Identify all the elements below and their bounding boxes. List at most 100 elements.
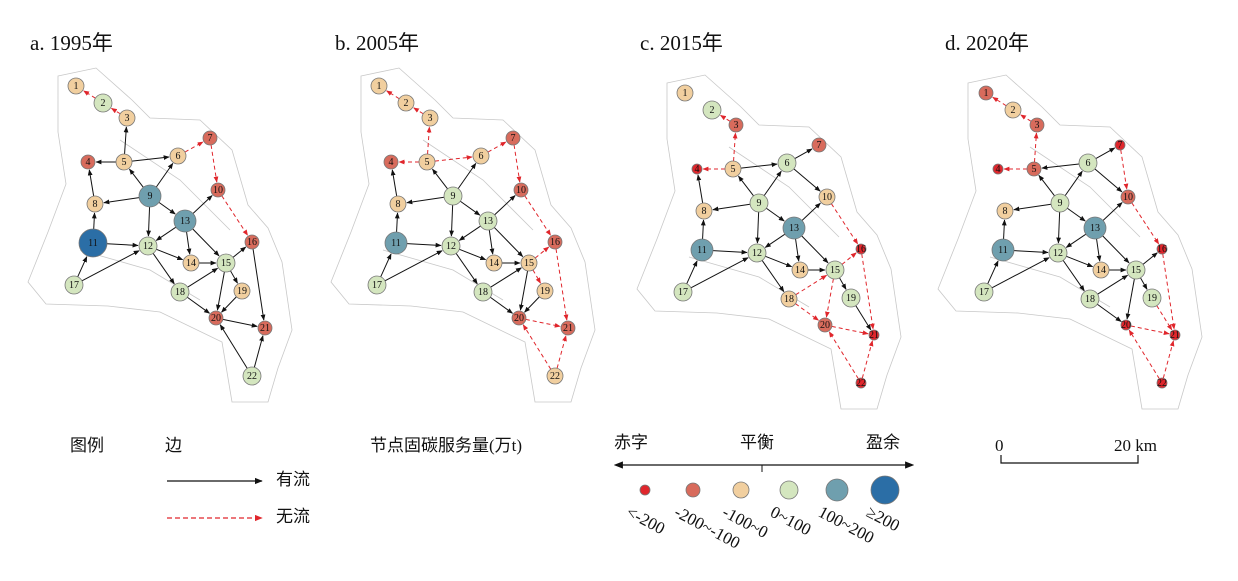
no-flow-edge — [831, 325, 869, 336]
node-label: 8 — [93, 199, 98, 210]
flow-edge — [1065, 233, 1087, 248]
no-flow-edge — [1162, 340, 1175, 379]
node — [724, 160, 742, 178]
node-label: 10 — [213, 185, 223, 196]
flow-edge — [855, 305, 872, 331]
flow-edge — [1097, 274, 1129, 295]
flow-edge — [1038, 174, 1055, 197]
map-outline — [636, 74, 902, 410]
node-label: 8 — [702, 206, 707, 217]
node — [86, 195, 104, 213]
node — [791, 261, 809, 279]
flow-edge — [87, 169, 95, 197]
node-label: 7 — [817, 140, 822, 151]
flow-edge — [740, 162, 778, 169]
node — [421, 109, 439, 127]
node-label: 22 — [856, 378, 866, 389]
flow-edge — [524, 296, 540, 313]
flow-edge — [460, 200, 481, 216]
no-flow-edge — [795, 274, 828, 296]
flow-edge — [490, 296, 514, 314]
legend-classes: <-200 -200~-100-100~00~100 100~200≥200 — [623, 475, 903, 553]
node — [443, 186, 463, 206]
node — [974, 282, 994, 302]
node-label: 6 — [479, 151, 484, 162]
node — [169, 147, 187, 165]
node — [992, 163, 1004, 175]
flow-edge — [459, 248, 487, 261]
node-label: 5 — [1032, 164, 1037, 175]
flow-edge — [192, 228, 220, 257]
flow-edge — [686, 260, 698, 285]
node-label: 12 — [1053, 248, 1063, 259]
legend: 图例 边 有流 无流 节点固碳服务量(万t) 赤字 平衡 盈余 <-200 -20… — [70, 433, 1157, 553]
no-flow-edge — [1156, 305, 1173, 331]
flow-edge — [230, 270, 238, 284]
node — [170, 282, 190, 302]
node-label: 9 — [451, 191, 456, 202]
node-label: 11 — [697, 245, 707, 256]
node — [841, 288, 861, 308]
node — [536, 282, 554, 300]
no-flow-edge — [522, 324, 552, 370]
node — [138, 184, 162, 208]
node — [64, 275, 84, 295]
node-label: 7 — [1118, 140, 1123, 151]
node-label: 2 — [101, 98, 106, 109]
flow-edge — [1064, 170, 1083, 196]
flow-edge — [221, 296, 237, 313]
node-label: 10 — [516, 185, 526, 196]
node-label: 21 — [869, 330, 879, 341]
node-label: 16 — [1157, 244, 1167, 255]
flow-edge — [1001, 219, 1007, 240]
node-label: 12 — [446, 241, 456, 252]
legend-class-label: 0~100 — [767, 502, 814, 539]
node — [673, 282, 693, 302]
node — [855, 243, 867, 255]
no-flow-edge — [413, 107, 424, 115]
flow-edge — [219, 324, 248, 369]
node-label: 16 — [247, 237, 257, 248]
flow-edge — [406, 242, 442, 248]
no-flow-edge — [861, 253, 875, 330]
flow-edge — [129, 168, 144, 188]
node — [513, 182, 529, 198]
node-label: 10 — [1123, 192, 1133, 203]
node-label: 18 — [1085, 294, 1095, 305]
node-label: 18 — [784, 294, 794, 305]
node-label: 5 — [731, 164, 736, 175]
node — [367, 275, 387, 295]
node-label: 16 — [550, 237, 560, 248]
node — [383, 154, 399, 170]
no-flow-edge — [534, 246, 550, 259]
node — [478, 211, 498, 231]
node — [1004, 101, 1022, 119]
scale-end: 20 km — [1114, 436, 1157, 455]
no-flow-edge — [426, 126, 432, 155]
no-flow-edge — [795, 303, 820, 321]
node — [202, 130, 218, 146]
node-label: 20 — [1121, 320, 1131, 331]
flow-edge — [131, 155, 170, 162]
flow-edge — [146, 206, 152, 237]
no-flow-edge — [732, 132, 738, 162]
flow-edge — [987, 260, 999, 285]
node — [1169, 329, 1181, 341]
no-flow-edge — [513, 144, 522, 183]
node-label: 4 — [695, 164, 700, 175]
legend-node — [639, 484, 651, 496]
flow-edge — [795, 238, 801, 262]
node — [811, 137, 827, 153]
node-label: 1 — [74, 81, 79, 92]
node-label: 20 — [820, 320, 830, 331]
flow-edge — [384, 250, 443, 282]
node-label: 20 — [211, 313, 221, 324]
node-label: 7 — [208, 133, 213, 144]
flow-edge — [488, 229, 495, 255]
node — [473, 282, 493, 302]
node — [546, 367, 564, 385]
flow-edge — [1142, 252, 1158, 265]
